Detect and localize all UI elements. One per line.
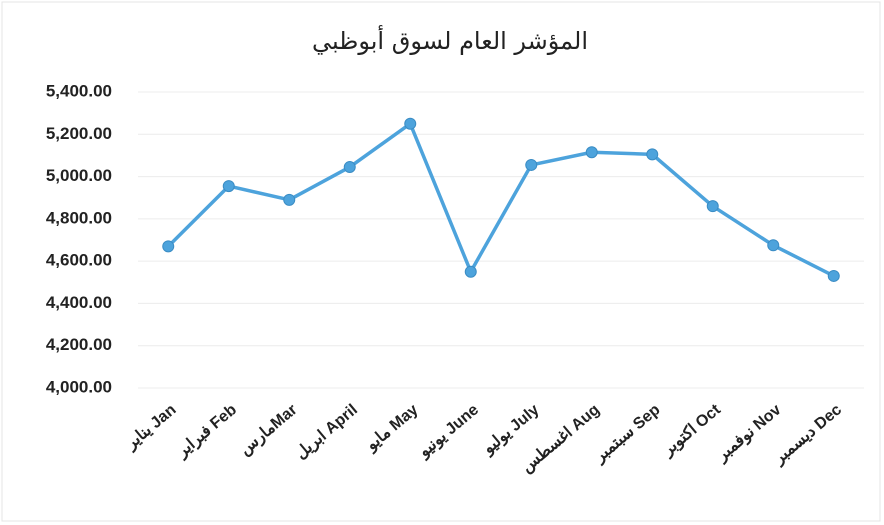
y-tick-label: 5,000.00 [46,166,112,185]
y-tick-label: 4,000.00 [46,377,112,396]
y-tick-label: 4,800.00 [46,208,112,227]
point [525,158,538,171]
y-tick-label: 5,200.00 [46,124,112,143]
point [162,240,175,253]
point [767,239,780,252]
point [283,193,296,206]
line [167,121,835,278]
point [646,148,659,161]
point [706,200,719,213]
y-tick-label: 4,200.00 [46,335,112,354]
point [343,161,356,174]
y-tick-label: 5,400.00 [46,81,112,100]
point [222,180,235,193]
point [585,146,598,159]
y-tick-label: 4,600.00 [46,251,112,270]
y-tick-label: 4,400.00 [46,293,112,312]
point [464,265,477,278]
point [827,269,840,282]
chart-title: المؤشر العام لسوق أبوظبي [312,25,588,55]
point [404,117,417,130]
